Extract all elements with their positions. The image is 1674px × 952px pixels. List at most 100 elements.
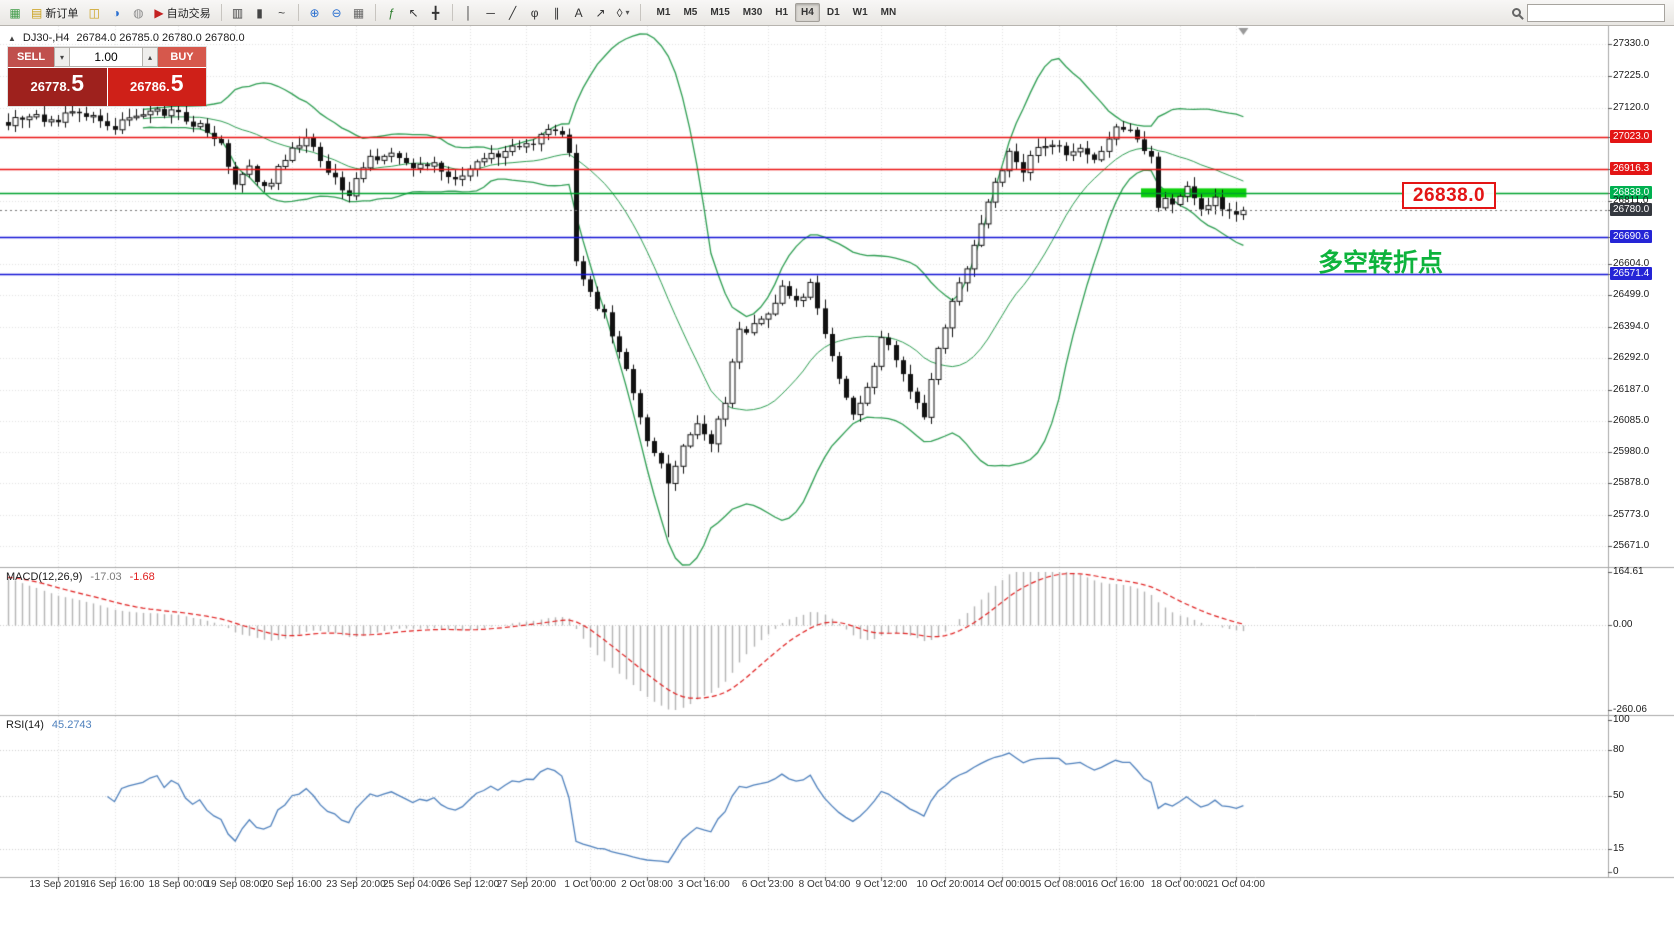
trade-panel-top-row: SELL ▾ ▴ BUY <box>8 47 206 67</box>
toolbar: ▦ ▤ 新订单 ◫ ◑ ◍ ▶ 自动交易 ▥ ▮ ~ ⊕ ⊖ ▦ ƒ ↖ ╋ │ ─ ╱ φ ∥ A ↗ ◊ ▾ M1 M5 M15 M3… <box>0 0 1674 26</box>
crosshair-icon: ╋ <box>431 5 440 20</box>
macd-indicator-label: MACD(12,26,9) -17.03 -1.68 <box>6 571 155 583</box>
terminal-logo-icon: ▦ <box>9 5 21 20</box>
new-order-icon: ▤ <box>31 5 43 20</box>
macd-value: -17.03 <box>90 571 122 583</box>
rsi-value: 45.2743 <box>51 719 92 731</box>
crosshair-button[interactable]: ╋ <box>426 3 446 23</box>
sell-price-button[interactable]: 26778. 5 <box>8 68 107 106</box>
sell-price-fraction: 5 <box>71 70 85 96</box>
arrow-tool-icon: ↗ <box>595 5 606 20</box>
autotrading-icon: ▶ <box>154 5 164 20</box>
line-mode-button[interactable]: ~ <box>272 3 292 23</box>
zoom-in-icon: ⊕ <box>309 5 320 20</box>
rsi-indicator-label: RSI(14) 45.2743 <box>6 719 92 731</box>
shapes-icon: ◊ <box>616 5 623 20</box>
rsi-title: RSI(14) <box>6 719 44 731</box>
text-tool-button[interactable]: A <box>569 3 589 23</box>
data-window-button[interactable]: ◍ <box>128 3 148 23</box>
volume-increase-button[interactable]: ▴ <box>142 47 158 67</box>
profiles-button[interactable]: ◑ <box>106 3 126 23</box>
symbol-search-input[interactable] <box>1527 3 1665 22</box>
timeframe-m5[interactable]: M5 <box>683 7 698 18</box>
candlestick-icon: ▮ <box>256 5 263 20</box>
timeframe-mn[interactable]: MN <box>880 7 897 18</box>
toolbar-separator <box>297 4 299 21</box>
price-direction-icon: ▲ <box>8 34 16 43</box>
timeframe-h4[interactable]: H4 <box>795 3 820 22</box>
timeframe-group: M1 M5 M15 M30 H1 H4 D1 W1 MN <box>651 3 903 22</box>
zoom-in-button[interactable]: ⊕ <box>305 3 325 23</box>
symbol-ohlc-readout: ▲ DJ30-,H4 26784.0 26785.0 26780.0 26780… <box>8 32 245 44</box>
chart-canvas[interactable] <box>0 26 1674 952</box>
timeframe-h1[interactable]: H1 <box>775 7 789 18</box>
search-icon <box>1512 8 1521 17</box>
one-click-trading-panel: SELL ▾ ▴ BUY 26778.5 26786.5 <box>8 47 206 106</box>
symbol-period-label: DJ30-,H4 <box>22 32 70 44</box>
timeframe-d1[interactable]: D1 <box>826 7 840 18</box>
bar-chart-icon: ▥ <box>231 5 244 20</box>
hline-tool-button[interactable]: ─ <box>481 3 501 23</box>
horizontal-line-icon: ─ <box>486 5 495 20</box>
zoom-out-icon: ⊖ <box>331 5 342 20</box>
terminal-logo-icon[interactable]: ▦ <box>5 3 25 23</box>
line-chart-icon: ~ <box>278 5 286 20</box>
trendline-tool-button[interactable]: ╱ <box>503 3 523 23</box>
new-chart-icon: ◫ <box>88 5 101 20</box>
fibonacci-tool-button[interactable]: φ <box>525 3 545 23</box>
bars-mode-button[interactable]: ▥ <box>228 3 248 23</box>
price-level-callout: 26838.0 <box>1402 182 1496 209</box>
buy-price-fraction: 5 <box>170 70 184 96</box>
fibonacci-icon: φ <box>530 5 539 20</box>
channel-icon: ∥ <box>553 5 560 20</box>
cursor-button[interactable]: ↖ <box>404 3 424 23</box>
trendline-icon: ╱ <box>508 5 517 20</box>
sell-button[interactable]: SELL <box>8 47 54 67</box>
turning-point-annotation: 多空转折点 <box>1318 249 1444 277</box>
tile-windows-button[interactable]: ▦ <box>349 3 369 23</box>
buy-price-whole: 26786. <box>129 79 170 94</box>
vline-tool-button[interactable]: │ <box>459 3 479 23</box>
new-order-button-label: 新订单 <box>45 7 79 20</box>
text-tool-icon: A <box>574 5 583 20</box>
chart-area: 27330.0 27225.0 27120.0 27023.0 26916.3 26838… <box>0 26 1674 952</box>
volume-decrease-button[interactable]: ▾ <box>54 47 70 67</box>
channel-tool-button[interactable]: ∥ <box>547 3 567 23</box>
volume-input[interactable] <box>70 47 142 67</box>
autotrading-button[interactable]: ▶ 自动交易 <box>150 3 214 23</box>
timeframe-w1[interactable]: W1 <box>852 7 868 18</box>
new-order-button[interactable]: ▤ 新订单 <box>27 3 82 23</box>
timeframe-m15[interactable]: M15 <box>710 7 730 18</box>
toolbar-separator <box>374 4 376 21</box>
shapes-dropdown[interactable]: ◊ ▾ <box>613 3 634 23</box>
arrows-tool-button[interactable]: ↗ <box>591 3 611 23</box>
toolbar-search-area <box>1512 3 1669 22</box>
timeframe-m1[interactable]: M1 <box>656 7 671 18</box>
data-window-icon: ◍ <box>133 5 144 20</box>
chevron-down-icon: ▾ <box>59 52 64 62</box>
trade-panel-price-row: 26778. 5 26786. 5 <box>8 68 206 106</box>
new-chart-button[interactable]: ◫ <box>84 3 104 23</box>
chevron-up-icon: ▴ <box>147 52 152 62</box>
tile-windows-icon: ▦ <box>352 5 365 20</box>
buy-button[interactable]: BUY <box>158 47 206 67</box>
zoom-out-button[interactable]: ⊖ <box>327 3 347 23</box>
candles-mode-button[interactable]: ▮ <box>250 3 270 23</box>
toolbar-separator <box>451 4 453 21</box>
indicators-button[interactable]: ƒ <box>382 3 402 23</box>
profiles-icon: ◑ <box>112 5 120 20</box>
timeframe-m30[interactable]: M30 <box>742 7 763 18</box>
toolbar-separator <box>220 4 222 21</box>
ohlc-values: 26784.0 26785.0 26780.0 26780.0 <box>76 32 245 44</box>
macd-title: MACD(12,26,9) <box>6 571 83 583</box>
macd-signal-value: -1.68 <box>129 571 155 583</box>
indicators-icon: ƒ <box>388 5 395 20</box>
toolbar-items: ▦ ▤ 新订单 ◫ ◑ ◍ ▶ 自动交易 ▥ ▮ ~ ⊕ ⊖ ▦ ƒ ↖ ╋ │ ─ ╱ φ ∥ A ↗ ◊ ▾ M1 M5 M15 M3… <box>5 3 902 23</box>
toolbar-separator <box>639 4 641 21</box>
vertical-line-icon: │ <box>464 5 473 20</box>
sell-price-whole: 26778. <box>30 79 71 94</box>
autotrading-button-label: 自动交易 <box>166 7 211 20</box>
chevron-down-icon: ▾ <box>625 8 630 17</box>
cursor-icon: ↖ <box>408 5 419 20</box>
buy-price-button[interactable]: 26786. 5 <box>107 68 206 106</box>
